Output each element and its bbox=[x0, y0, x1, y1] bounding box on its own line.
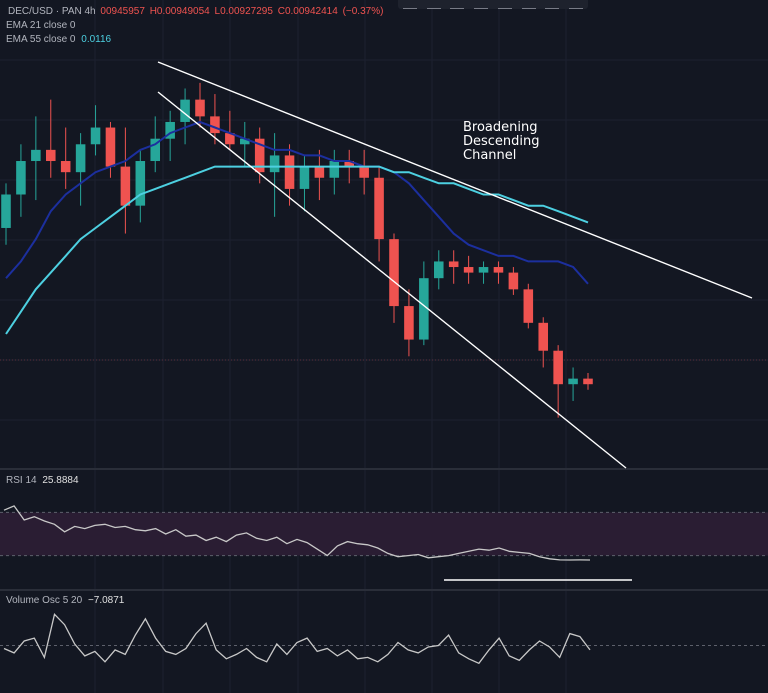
ema-line bbox=[5, 120, 589, 285]
ema-line bbox=[5, 165, 589, 335]
trendlines bbox=[157, 61, 753, 469]
candle-body bbox=[344, 161, 355, 167]
toolbar-button[interactable] bbox=[497, 1, 512, 9]
volume-oscillator-pane bbox=[0, 612, 768, 665]
annotation-line: Broadening bbox=[463, 120, 538, 135]
candle-body bbox=[493, 267, 504, 273]
close-value: C0.00942414 bbox=[277, 6, 338, 17]
candle-body bbox=[433, 261, 444, 279]
candle-body bbox=[523, 289, 534, 323]
candle-body bbox=[374, 177, 384, 240]
candle-body bbox=[269, 155, 280, 173]
rsi-label: RSI 14 bbox=[6, 475, 37, 486]
change-value: (−0.37%) bbox=[342, 6, 384, 17]
toolbar-button[interactable] bbox=[474, 1, 489, 9]
toolbar-button[interactable] bbox=[450, 1, 465, 9]
vol-osc-value: −7.0871 bbox=[87, 595, 125, 606]
high-value: H0.00949054 bbox=[149, 6, 210, 17]
symbol-legend: DEC/USD · PAN 4h 00945957 H0.00949054 L0… bbox=[6, 6, 383, 17]
toolbar-button[interactable] bbox=[569, 1, 584, 9]
candle-body bbox=[16, 161, 26, 195]
annotation-line: Descending bbox=[463, 134, 540, 149]
candle-body bbox=[1, 194, 11, 228]
ema21-legend: EMA 21 close 0 bbox=[6, 20, 78, 31]
candle-body bbox=[404, 306, 414, 340]
candle-body bbox=[31, 149, 41, 162]
candle-body bbox=[75, 144, 86, 173]
candle-body bbox=[90, 127, 101, 145]
toolbar-button[interactable] bbox=[426, 1, 441, 9]
low-value: L0.00927295 bbox=[214, 6, 273, 17]
vol-osc-legend: Volume Osc 5 20 −7.0871 bbox=[6, 595, 124, 606]
candle-body bbox=[210, 116, 220, 134]
candle-body bbox=[120, 166, 131, 206]
candle-body bbox=[314, 166, 325, 178]
candle-body bbox=[135, 161, 146, 206]
symbol-label: DEC/USD · PAN 4h bbox=[8, 6, 96, 17]
drawing-toolbar[interactable] bbox=[398, 0, 588, 9]
candle-body bbox=[254, 138, 265, 173]
volume-osc-line bbox=[3, 612, 591, 665]
ema55-label: EMA 55 close 0 bbox=[6, 34, 76, 45]
upper-trendline bbox=[157, 61, 753, 299]
candle-body bbox=[419, 278, 429, 340]
candle-body bbox=[299, 166, 310, 189]
annotation-line: Channel bbox=[463, 148, 517, 163]
open-value: 00945957 bbox=[100, 6, 145, 17]
candle-body bbox=[389, 239, 399, 307]
candle-body bbox=[195, 99, 205, 117]
toolbar-button[interactable] bbox=[521, 1, 536, 9]
candle-body bbox=[508, 272, 519, 290]
toolbar-button[interactable] bbox=[545, 1, 560, 9]
ema55-value: 0.0116 bbox=[81, 34, 112, 45]
candle-body bbox=[165, 121, 175, 139]
rsi-pane bbox=[0, 505, 768, 581]
candle-body bbox=[463, 267, 474, 273]
candle-body bbox=[478, 267, 489, 273]
candlestick-series bbox=[1, 82, 593, 418]
rsi-band bbox=[0, 512, 768, 556]
candle-body bbox=[239, 138, 250, 145]
candle-body bbox=[568, 378, 578, 385]
candle-body bbox=[583, 378, 593, 385]
toolbar-button[interactable] bbox=[402, 1, 417, 9]
candle-body bbox=[329, 161, 340, 178]
candle-body bbox=[150, 138, 161, 162]
candle-body bbox=[45, 149, 56, 162]
vol-osc-label: Volume Osc 5 20 bbox=[6, 595, 83, 606]
candle-body bbox=[225, 133, 235, 145]
channel-annotation: Broadening Descending Channel bbox=[463, 121, 540, 163]
rsi-legend: RSI 14 25.8884 bbox=[6, 475, 79, 486]
candle-body bbox=[60, 161, 71, 173]
rsi-line bbox=[3, 505, 591, 561]
lower-trendline bbox=[157, 91, 627, 469]
candle-body bbox=[284, 155, 295, 189]
candle-body bbox=[105, 127, 116, 167]
ema55-legend: EMA 55 close 0 0.0116 bbox=[6, 34, 111, 45]
candle-body bbox=[448, 261, 459, 268]
rsi-value: 25.8884 bbox=[42, 475, 79, 486]
candle-body bbox=[359, 166, 369, 178]
candle-body bbox=[538, 322, 549, 351]
candle-body bbox=[553, 350, 563, 385]
ema21-label: EMA 21 close 0 bbox=[6, 20, 76, 31]
candle-body bbox=[180, 99, 190, 122]
